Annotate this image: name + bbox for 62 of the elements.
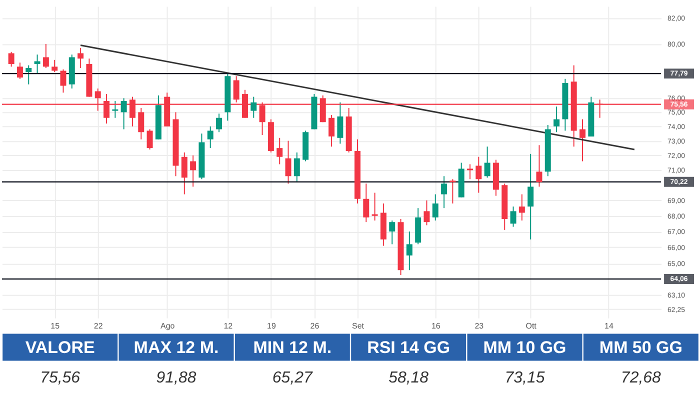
x-tick-label: 22	[94, 321, 104, 330]
category-label: MAX 12 M.	[134, 338, 219, 357]
x-tick-label: Ago	[160, 321, 176, 330]
text: 65,27	[272, 370, 314, 387]
candlestick	[52, 59, 58, 73]
candlestick	[138, 107, 144, 140]
text: 58,18	[388, 370, 429, 387]
candlestick	[510, 206, 516, 228]
candlestick	[216, 113, 222, 133]
candlestick	[42, 43, 49, 69]
category-label: MIN 12 M.	[253, 338, 332, 357]
candlestick	[337, 102, 344, 144]
candlestick	[536, 144, 542, 188]
candlestick	[441, 176, 448, 209]
candlestick	[389, 220, 396, 245]
candlestick	[207, 126, 214, 149]
candlestick	[285, 140, 292, 184]
x-tick-label: 19	[267, 321, 276, 330]
candlestick	[190, 154, 196, 188]
candlestick	[276, 137, 283, 165]
candlestick	[406, 231, 412, 271]
category-label: MM 10 GG	[483, 338, 566, 357]
candlestick	[580, 118, 586, 162]
x-tick-label: Ott	[526, 321, 538, 330]
x-tick-label: 12	[224, 321, 234, 330]
text: 72,68	[620, 370, 662, 387]
candlestick	[78, 47, 84, 69]
text: 91,88	[156, 370, 196, 387]
candlestick	[518, 194, 525, 222]
candlestick	[363, 183, 370, 223]
candlestick	[250, 96, 257, 118]
candlestick	[60, 68, 66, 94]
candlestick	[328, 114, 335, 148]
text: 73,15	[504, 370, 545, 387]
candlestick	[476, 156, 482, 194]
x-tick-label: 15	[50, 321, 60, 330]
candlestick	[181, 152, 188, 195]
category-label: RSI 14 GG	[367, 338, 450, 357]
x-tick-label: 14	[604, 321, 614, 330]
text: 75,56	[40, 370, 80, 387]
candlestick	[484, 146, 490, 178]
candlestick	[146, 128, 153, 150]
candlestick	[424, 200, 430, 226]
x-tick-label: 16	[431, 321, 441, 330]
candlestick	[112, 100, 118, 118]
candlestick	[16, 62, 23, 80]
candlestick	[432, 194, 438, 222]
x-tick-label: 23	[474, 321, 484, 330]
x-tick-label: Set	[352, 321, 365, 330]
candlestick	[554, 106, 560, 133]
candlestick	[26, 64, 32, 85]
category-label: MM 50 GG	[599, 338, 682, 357]
candlestick	[8, 51, 14, 68]
candlestick	[294, 152, 300, 183]
category-label: VALORE	[25, 338, 95, 357]
candlestick	[34, 54, 40, 74]
candlestick	[467, 164, 473, 180]
candlestick	[120, 98, 127, 130]
x-tick-label: 26	[310, 321, 320, 330]
candlestick	[450, 178, 456, 204]
candlestick	[528, 153, 534, 240]
candlestick	[372, 192, 378, 222]
